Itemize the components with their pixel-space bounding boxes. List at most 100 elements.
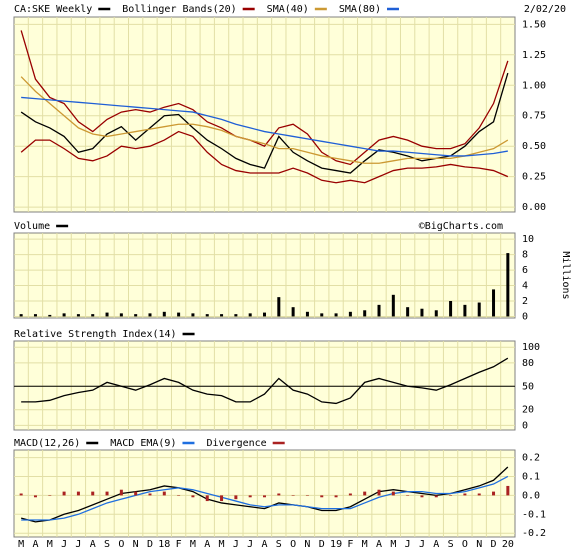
y-tick-label: 0.1 — [522, 471, 540, 482]
bar — [62, 313, 66, 317]
bar — [477, 302, 481, 317]
bar — [191, 313, 195, 317]
y-tick-label: 20 — [522, 405, 534, 416]
legend-label: Bollinger Bands(20) — [122, 4, 236, 15]
legend-label: Volume — [14, 221, 50, 232]
x-tick-label: A — [433, 539, 439, 550]
y-tick-label: 1.00 — [522, 80, 546, 91]
bar — [277, 493, 281, 496]
bar — [263, 495, 266, 498]
x-tick-label: J — [247, 539, 253, 550]
x-tick-label: M — [219, 539, 225, 550]
y-tick-label: 0.00 — [522, 202, 546, 213]
x-tick-label: J — [405, 539, 411, 550]
legend-label: Divergence — [206, 438, 266, 449]
bar — [492, 289, 496, 317]
series-line — [21, 475, 509, 521]
bar — [263, 312, 266, 317]
x-tick-label: M — [47, 539, 53, 550]
y-tick-label: 0 — [522, 311, 528, 322]
bar — [320, 495, 324, 498]
bar — [191, 495, 195, 498]
x-tick-label: M — [190, 539, 196, 550]
bar — [463, 304, 467, 317]
bar — [377, 489, 381, 496]
bar — [305, 311, 309, 317]
x-tick-label: A — [90, 539, 96, 550]
x-tick-label: A — [32, 539, 38, 550]
series-line — [21, 357, 509, 405]
bar — [91, 491, 95, 496]
bar — [177, 312, 181, 317]
x-tick-label: M — [362, 539, 368, 550]
bar — [177, 495, 181, 496]
y-tick-label: 0.50 — [522, 141, 546, 152]
bar — [48, 314, 52, 317]
bar — [205, 495, 209, 502]
bar — [449, 301, 453, 317]
date-label: 2/02/20 — [524, 4, 566, 15]
legend-label: Relative Strength Index(14) — [14, 329, 177, 340]
series-line — [20, 130, 509, 184]
y-tick-label: 0.25 — [522, 172, 546, 183]
bar — [76, 314, 80, 317]
bar — [119, 489, 123, 496]
bar — [162, 491, 166, 496]
x-tick-label: 20 — [502, 539, 514, 550]
bar — [205, 314, 209, 317]
bar — [291, 307, 295, 317]
bar — [19, 493, 23, 496]
bar — [406, 495, 410, 496]
bar — [76, 491, 80, 496]
bar — [277, 297, 281, 317]
bar — [506, 253, 510, 317]
bar — [434, 310, 438, 317]
bar — [19, 314, 23, 317]
bar — [391, 294, 395, 317]
bar — [33, 495, 37, 498]
bar — [348, 311, 352, 317]
bar — [363, 491, 367, 496]
bar — [48, 495, 52, 496]
credit: ©BigCharts.com — [419, 221, 503, 232]
bar — [134, 314, 138, 317]
x-tick-label: F — [347, 539, 353, 550]
x-tick-label: N — [304, 539, 310, 550]
y-tick-label: 4 — [522, 281, 528, 292]
x-tick-label: O — [462, 539, 468, 550]
x-tick-label: M — [390, 539, 396, 550]
bar — [334, 313, 338, 317]
plot-area — [13, 232, 516, 319]
x-tick-label: D — [491, 539, 497, 550]
bar — [91, 314, 95, 317]
bar — [348, 493, 352, 496]
bar — [391, 491, 395, 496]
series-line — [20, 466, 509, 523]
bar — [134, 491, 138, 496]
bar — [119, 313, 123, 317]
x-tick-label: J — [75, 539, 81, 550]
y-tick-label: 100 — [522, 342, 540, 353]
x-tick-label: F — [176, 539, 182, 550]
x-tick-label: 19 — [330, 539, 342, 550]
y-tick-label: 8 — [522, 250, 528, 261]
bar — [220, 495, 224, 502]
legend-label: SMA(80) — [339, 4, 381, 15]
y-tick-label: 6 — [522, 265, 528, 276]
bar — [434, 495, 438, 498]
series-line — [20, 76, 509, 164]
bar — [33, 314, 37, 317]
y-axis-label: Millions — [560, 251, 571, 299]
bar — [506, 485, 510, 496]
bar — [406, 307, 410, 317]
bar — [320, 313, 324, 317]
x-tick-label: D — [319, 539, 325, 550]
x-tick-label: N — [133, 539, 139, 550]
y-tick-label: 0.0 — [522, 490, 540, 501]
y-tick-label: 50 — [522, 381, 534, 392]
x-tick-label: S — [104, 539, 110, 550]
bar — [62, 491, 66, 496]
x-tick-label: N — [476, 539, 482, 550]
y-tick-label: 10 — [522, 234, 534, 245]
